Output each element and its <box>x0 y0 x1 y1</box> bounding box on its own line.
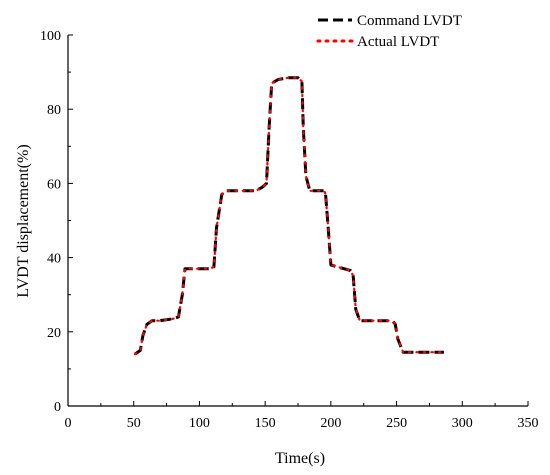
x-tick-label: 100 <box>189 416 210 431</box>
x-axis-ticks: 0 50 100 150 200 250 300 350 <box>65 401 539 431</box>
y-tick-label: 0 <box>54 400 61 415</box>
series-line-actual-lvdt <box>133 76 445 356</box>
x-tick-label: 50 <box>127 416 141 431</box>
series-line-command-lvdt <box>134 76 444 356</box>
y-tick-label: 100 <box>40 29 61 44</box>
plot-frame <box>67 35 528 407</box>
y-axis-title: LVDT displacement(%) <box>15 144 32 297</box>
y-tick-label: 80 <box>47 103 61 118</box>
x-tick-label: 200 <box>320 416 341 431</box>
y-tick-label: 40 <box>47 252 61 267</box>
x-tick-label: 350 <box>518 416 539 431</box>
x-tick-label: 300 <box>452 416 473 431</box>
legend: Command LVDT Actual LVDT <box>316 13 462 50</box>
x-axis-title: Time(s) <box>275 450 325 467</box>
series-layer <box>133 76 445 356</box>
y-tick-label: 20 <box>47 326 61 341</box>
x-tick-label: 150 <box>255 416 276 431</box>
x-tick-label: 250 <box>386 416 407 431</box>
y-axis-ticks: 0 20 40 60 80 100 <box>40 29 73 415</box>
x-tick-label: 0 <box>65 416 72 431</box>
legend-label-command: Command LVDT <box>357 13 462 29</box>
legend-label-actual: Actual LVDT <box>357 34 439 50</box>
y-tick-label: 60 <box>47 177 61 192</box>
